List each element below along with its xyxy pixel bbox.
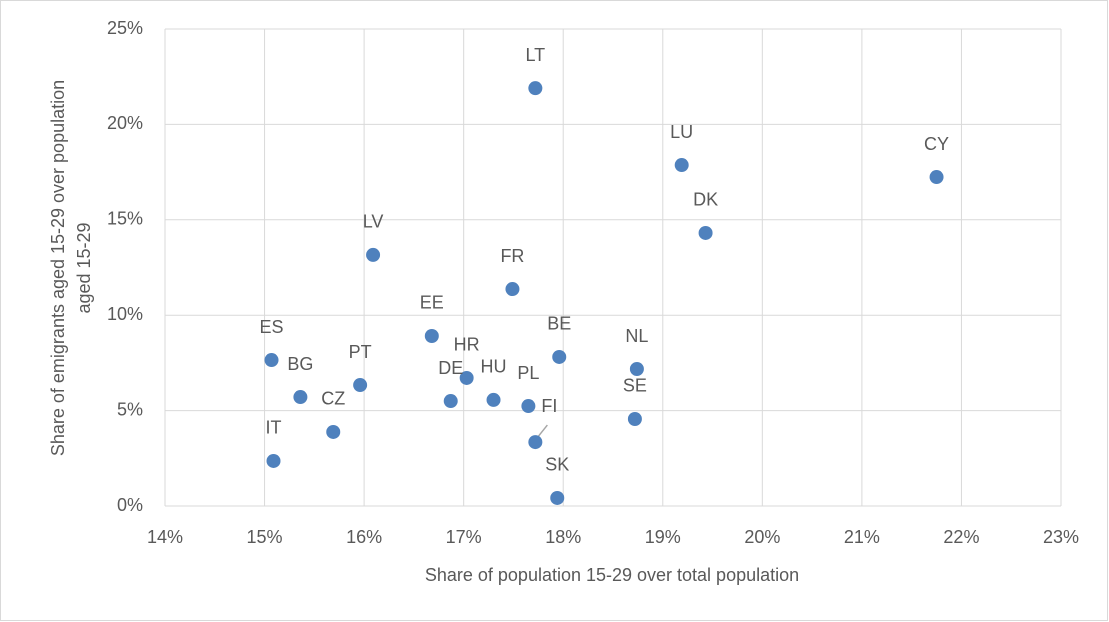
data-label: HU [481, 357, 507, 377]
data-label: SE [623, 376, 647, 396]
point [293, 390, 308, 405]
data-label: NL [625, 326, 648, 346]
data-label: HR [454, 335, 480, 355]
point [326, 424, 341, 439]
point [674, 158, 689, 173]
x-axis-title: Share of population 15-29 over total pop… [425, 565, 799, 585]
y-tick-label: 0% [117, 495, 143, 515]
data-label: CY [924, 134, 949, 154]
point [505, 282, 520, 297]
y-tick-label: 15% [107, 209, 143, 229]
point [552, 349, 567, 364]
point [459, 370, 474, 385]
data-label: LV [363, 212, 384, 232]
point [266, 453, 281, 468]
data-label: IT [266, 418, 282, 438]
x-tick-label: 17% [446, 527, 482, 547]
x-tick-label: 18% [545, 527, 581, 547]
data-label: CZ [321, 389, 345, 409]
y-axis-title: Share of emigrants aged 15-29 over popul… [48, 80, 94, 456]
point [443, 394, 458, 409]
data-label: SK [545, 455, 569, 475]
data-label: EE [420, 293, 444, 313]
x-tick-label: 20% [744, 527, 780, 547]
y-tick-label: 25% [107, 18, 143, 38]
point [550, 490, 565, 505]
point [698, 225, 713, 240]
data-label: BE [547, 314, 571, 334]
point [366, 247, 381, 262]
data-label: PT [349, 342, 372, 362]
data-label: FI [541, 396, 557, 416]
y-tick-label: 20% [107, 113, 143, 133]
point [486, 392, 501, 407]
x-tick-label: 22% [943, 527, 979, 547]
point [929, 170, 944, 185]
x-tick-label: 21% [844, 527, 880, 547]
data-label: LT [526, 45, 546, 65]
data-label: DE [438, 358, 463, 378]
data-label: LU [670, 122, 693, 142]
point [528, 435, 543, 450]
data-label: DK [693, 190, 718, 210]
point [521, 399, 536, 414]
data-label: ES [260, 317, 284, 337]
point [629, 362, 644, 377]
x-tick-label: 14% [147, 527, 183, 547]
point [528, 81, 543, 96]
data-label: BG [287, 354, 313, 374]
x-tick-label: 16% [346, 527, 382, 547]
x-tick-label: 19% [645, 527, 681, 547]
x-tick-label: 23% [1043, 527, 1079, 547]
point [264, 353, 279, 368]
point [424, 328, 439, 343]
data-label: FR [500, 246, 524, 266]
data-label: PL [517, 363, 539, 383]
point [353, 378, 368, 393]
y-tick-label: 10% [107, 304, 143, 324]
point [627, 411, 642, 426]
x-tick-label: 15% [247, 527, 283, 547]
y-tick-label: 5% [117, 399, 143, 419]
